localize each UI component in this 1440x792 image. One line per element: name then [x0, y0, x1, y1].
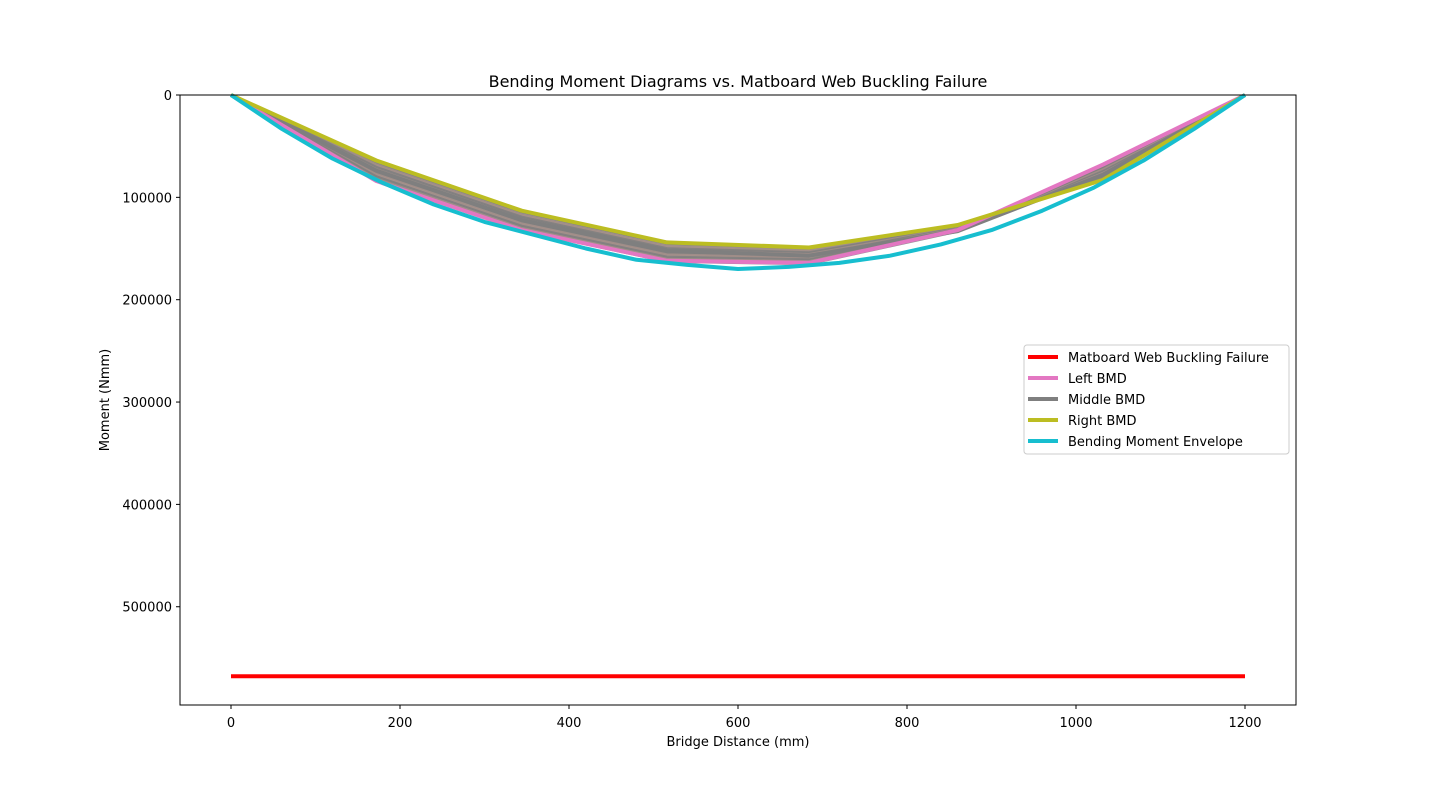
x-tick-label: 400: [557, 716, 582, 731]
bending-moment-envelope-line: [229, 93, 1247, 271]
axes-ticks: 0 200 400 600 800 1000 1200 0 100000 200000 300000…: [122, 89, 1261, 731]
y-tick-label: 100000: [122, 191, 172, 206]
legend-label: Bending Moment Envelope: [1068, 435, 1243, 450]
x-tick-label: 1200: [1228, 716, 1261, 731]
x-tick-label: 800: [895, 716, 920, 731]
y-tick-label: 0: [164, 89, 172, 104]
legend-box: [1023, 344, 1290, 455]
y-axis-label: Moment (Nmm): [98, 349, 113, 452]
plot-area: [229, 93, 1247, 679]
legend-label: Right BMD: [1068, 414, 1137, 429]
x-tick-label: 1000: [1059, 716, 1092, 731]
y-tick-label: 300000: [122, 396, 172, 411]
x-tick-label: 0: [227, 716, 235, 731]
legend: Matboard Web Buckling Failure Left BMD Mid…: [1023, 344, 1290, 455]
y-tick-label: 200000: [122, 294, 172, 309]
x-tick-label: 600: [726, 716, 751, 731]
right-bmd-line: [230, 93, 1247, 250]
middle-bmd-line: [230, 93, 1246, 258]
legend-label: Matboard Web Buckling Failure: [1068, 351, 1269, 366]
chart-title: Bending Moment Diagrams vs. Matboard Web…: [489, 72, 988, 91]
y-tick-label: 400000: [122, 498, 172, 513]
x-tick-label: 200: [388, 716, 413, 731]
legend-label: Middle BMD: [1068, 393, 1145, 408]
x-axis-label: Bridge Distance (mm): [667, 735, 810, 750]
legend-label: Left BMD: [1068, 372, 1127, 387]
y-tick-label: 500000: [122, 601, 172, 616]
